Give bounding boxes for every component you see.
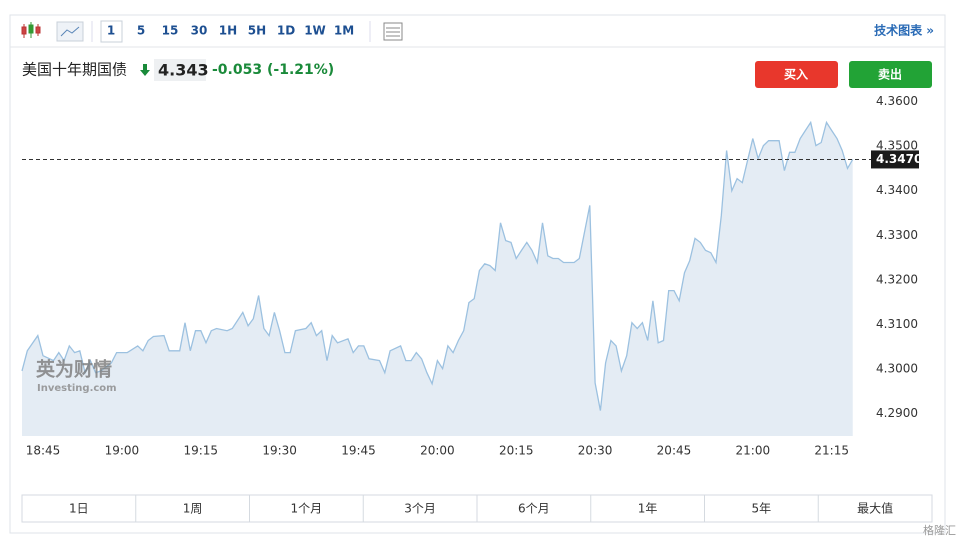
y-tick-label: 4.3500	[876, 139, 918, 153]
interval-button[interactable]: 1M	[334, 24, 354, 38]
price-line	[21, 120, 854, 411]
x-tick-label: 20:00	[420, 444, 455, 458]
interval-selected	[100, 20, 123, 43]
period-tab[interactable]: 1日	[69, 502, 89, 516]
y-tick-label: 4.3300	[876, 228, 918, 242]
interval-button[interactable]: 30	[191, 24, 208, 38]
sell-button[interactable]	[849, 61, 932, 88]
current-price-label: 4.3470	[876, 152, 922, 166]
period-tab[interactable]: 1周	[183, 502, 203, 516]
table-icon[interactable]	[383, 22, 403, 41]
interval-button[interactable]: 1W	[304, 24, 326, 38]
period-tab[interactable]: 6个月	[518, 502, 550, 516]
interval-button[interactable]: 1	[107, 24, 115, 38]
x-tick-label: 19:15	[183, 444, 218, 458]
period-tab[interactable]: 1个月	[291, 502, 323, 516]
x-tick-label: 21:00	[736, 444, 771, 458]
corner-watermark: 格隆汇	[923, 523, 956, 537]
watermark: 英为财情	[36, 358, 112, 381]
x-tick-label: 18:45	[26, 444, 61, 458]
interval-button[interactable]: 15	[162, 24, 179, 38]
x-tick-label: 20:30	[578, 444, 613, 458]
area-icon[interactable]	[56, 21, 84, 42]
interval-button[interactable]: 1H	[219, 24, 237, 38]
sell-label[interactable]: 卖出	[878, 67, 902, 82]
buy-button[interactable]	[755, 61, 838, 88]
price-bg	[154, 59, 206, 81]
interval-button[interactable]: 1D	[277, 24, 295, 38]
candle-icon[interactable]	[21, 22, 41, 38]
y-tick-label: 4.3400	[876, 183, 918, 197]
x-tick-label: 21:15	[814, 444, 849, 458]
y-tick-label: 4.3600	[876, 94, 918, 108]
buy-label[interactable]: 买入	[784, 68, 808, 82]
watermark-en: Investing.com	[37, 383, 117, 394]
period-tab[interactable]: 5年	[752, 502, 772, 516]
area-fill	[22, 122, 853, 437]
period-tabs: 1日 1周 1个月 3个月 6个月 1年 5年 最大值	[21, 494, 933, 523]
interval-button[interactable]: 5H	[248, 24, 266, 38]
period-tab[interactable]: 最大值	[857, 501, 893, 516]
x-tick-label: 19:00	[105, 444, 140, 458]
period-tab[interactable]: 1年	[638, 502, 658, 516]
technical-chart-link[interactable]: 技术图表 »	[874, 23, 934, 38]
y-tick-label: 4.2900	[876, 406, 918, 420]
interval-button[interactable]: 5	[137, 24, 145, 38]
price: 4.343	[158, 61, 209, 80]
y-tick-label: 4.3100	[876, 317, 918, 331]
x-tick-label: 20:15	[499, 444, 534, 458]
y-tick-label: 4.3000	[876, 362, 918, 376]
current-price-box	[871, 150, 919, 169]
period-tab[interactable]: 3个月	[404, 502, 436, 516]
y-tick-label: 4.3200	[876, 272, 918, 286]
down-arrow	[140, 64, 150, 76]
x-tick-label: 19:45	[341, 444, 376, 458]
x-tick-label: 20:45	[657, 444, 692, 458]
chart: 4.2900 4.3000 4.3100 4.3200 4.3300 4.3400 4.35…	[21, 94, 922, 458]
price-change: -0.053	[212, 62, 262, 78]
price-change-percent: (-1.21%)	[267, 62, 334, 78]
instrument-name: 美国十年期国债	[22, 61, 127, 79]
x-tick-label: 19:30	[262, 444, 297, 458]
